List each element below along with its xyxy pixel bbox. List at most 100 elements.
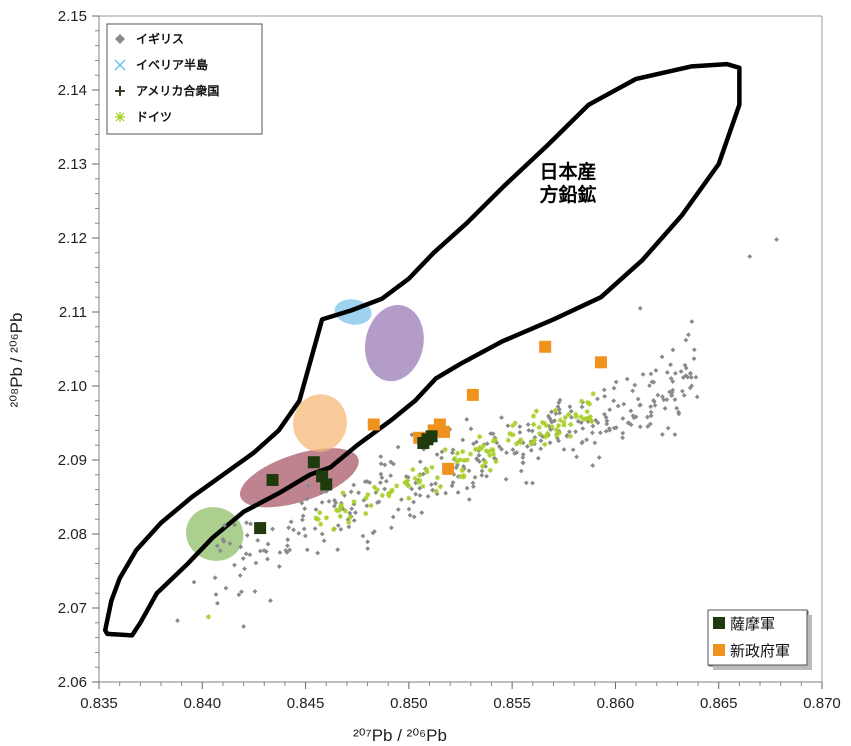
germany-point	[394, 483, 400, 489]
legend-plus-icon	[115, 86, 125, 96]
britain-point	[238, 544, 244, 550]
britain-point	[372, 529, 377, 534]
britain-point	[651, 398, 656, 403]
britain-point	[319, 531, 325, 537]
britain-point	[217, 548, 223, 554]
britain-point	[660, 432, 665, 437]
britain-point	[471, 484, 476, 489]
government-army-point	[594, 356, 607, 369]
germany-point	[406, 495, 412, 501]
britain-point	[630, 388, 636, 394]
britain-point	[453, 465, 459, 471]
britain-point	[694, 394, 700, 400]
britain-point	[597, 430, 603, 436]
britain-point	[212, 575, 218, 581]
britain-point	[496, 444, 502, 449]
germany-point	[566, 411, 572, 418]
legend-label: イギリス	[136, 31, 184, 46]
germany-point	[461, 457, 467, 463]
britain-point	[668, 375, 674, 381]
britain-point	[624, 376, 630, 382]
britain-point	[688, 375, 694, 380]
germany-point	[363, 510, 369, 517]
britain-point	[417, 485, 423, 491]
satsuma-army-point	[425, 430, 438, 443]
britain-point	[574, 454, 580, 460]
britain-point	[607, 407, 613, 413]
britain-point	[388, 525, 394, 531]
britain-point	[268, 598, 273, 603]
britain-point	[488, 431, 494, 436]
britain-point	[637, 424, 643, 430]
britain-point	[613, 425, 619, 431]
germany-point	[589, 418, 595, 425]
britain-point	[499, 415, 504, 421]
britain-point	[244, 520, 249, 526]
britain-point	[417, 459, 423, 465]
germany-point	[480, 443, 487, 449]
germany-point	[573, 411, 579, 417]
britain-point	[255, 537, 261, 543]
germany-point	[478, 445, 484, 452]
britain-point	[580, 426, 586, 431]
britain-point	[252, 589, 258, 594]
britain-point	[669, 393, 675, 398]
germany-point	[205, 614, 212, 620]
satsuma-army-point	[307, 456, 320, 469]
britain-point	[300, 517, 305, 523]
britain-point	[648, 409, 654, 415]
britain-point	[665, 425, 671, 431]
germany-point	[549, 424, 555, 430]
germany-point	[363, 495, 369, 501]
britain-point	[439, 449, 445, 455]
germany-point	[587, 416, 593, 423]
britain-point	[670, 387, 676, 393]
britain-point	[584, 437, 590, 443]
britain-point	[667, 389, 672, 395]
britain-point	[236, 592, 242, 598]
germany-point	[417, 472, 423, 478]
britain-point	[670, 379, 676, 384]
britain-point	[360, 533, 366, 539]
legend-label: ドイツ	[136, 110, 172, 124]
britain-point	[691, 356, 697, 362]
britain-point	[391, 461, 396, 467]
government-army-point	[437, 425, 450, 438]
germany-point	[351, 499, 357, 505]
britain-point	[573, 429, 579, 435]
y-tick-label: 2.14	[58, 82, 87, 99]
germany-point	[461, 474, 467, 480]
britain-point	[668, 362, 673, 368]
britain-point	[283, 548, 289, 553]
x-tick-label: 0.835	[80, 695, 118, 712]
britain-point	[312, 526, 318, 532]
britain-point	[595, 420, 601, 426]
britain-point	[595, 396, 600, 402]
britain-point	[466, 497, 472, 502]
germany-point	[512, 420, 518, 426]
germany-point	[557, 417, 563, 423]
germany-point	[460, 449, 466, 455]
britain-point	[335, 523, 341, 528]
germany-point	[530, 413, 537, 419]
britain-point	[590, 423, 596, 429]
germany-point	[433, 488, 439, 494]
x-axis-label: ²⁰⁷Pb / ²⁰⁶Pb	[353, 726, 447, 745]
britain-point	[552, 418, 557, 424]
germany-point	[317, 510, 323, 516]
britain-point	[409, 432, 415, 438]
britain-point	[602, 393, 608, 399]
britain-point	[351, 482, 357, 488]
x-tick-label: 0.860	[597, 695, 635, 712]
germany-point	[459, 467, 465, 473]
britain-point	[191, 579, 197, 585]
britain-point	[564, 433, 570, 439]
britain-point	[398, 497, 404, 503]
britain-point	[580, 439, 585, 445]
britain-point	[679, 388, 685, 394]
britain-point	[524, 444, 530, 449]
region-label-line2: 方鉛鉱	[539, 183, 596, 206]
britain-point	[683, 337, 689, 343]
germany-point	[331, 526, 337, 533]
britain-point	[529, 428, 535, 434]
